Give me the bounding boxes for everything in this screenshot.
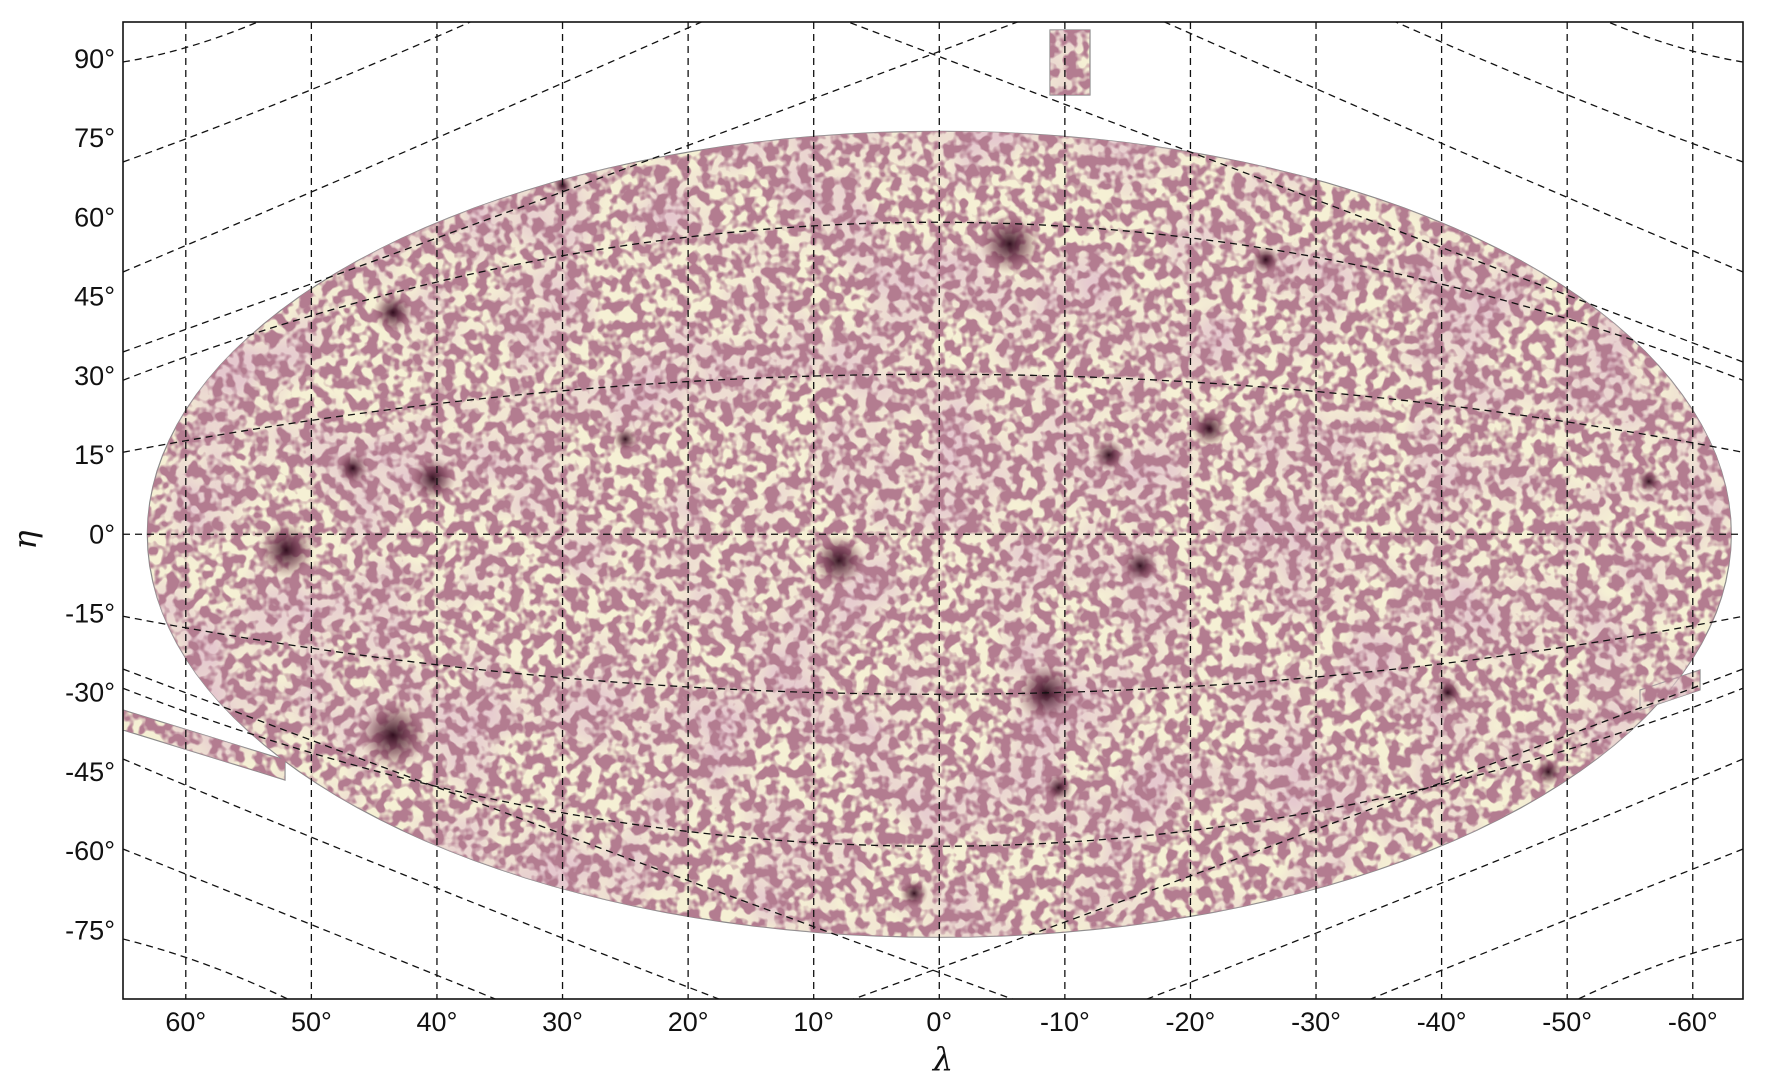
grid-arc [123,22,472,163]
density-cluster [1636,469,1661,494]
grid-arc [123,22,1020,353]
y-tick-label: 30° [74,361,115,391]
grid-arc [846,22,1743,363]
grid-arc [1394,22,1743,163]
grid-parallel [123,221,1743,381]
density-cluster [900,879,929,908]
x-axis-label: λ [931,1040,953,1078]
y-tick-label: -30° [65,678,115,708]
x-tick-label: -10° [1040,1007,1090,1037]
y-tick-label: -45° [65,757,115,787]
grid-arc [123,668,1015,999]
y-tick-label: 45° [74,282,115,312]
x-tick-label: 60° [165,1007,206,1037]
density-cluster [812,534,865,587]
density-cluster [979,213,1040,274]
grid-arc [1368,848,1743,999]
density-cluster [1044,773,1073,802]
density-cluster [1191,410,1228,447]
grid-arc [123,22,704,273]
y-tick-label: 60° [74,202,115,232]
grid-arc [1606,22,1743,63]
plot-frame [122,21,1744,1000]
x-axis-ticks: 60° 50° 40° 30° 20° 10° 0° -10° -20° -30° -40° -50°… [165,1007,1717,1037]
grid-parallel [123,615,1743,695]
y-tick-label: 0° [89,519,115,549]
y-tick-label: -75° [65,915,115,945]
x-tick-label: 30° [542,1007,583,1037]
x-tick-label: 10° [793,1007,834,1037]
density-cluster [373,292,413,333]
density-cluster [1122,547,1159,584]
density-cluster [336,452,369,485]
y-tick-label: 75° [74,123,115,153]
x-tick-label: -60° [1668,1007,1718,1037]
y-axis-ticks: 90° 75° 60° 45° 30° 15° 0° -15° -30° -45° -60° -75° [65,44,115,945]
grid-arc [123,22,260,63]
x-tick-label: 20° [668,1007,709,1037]
grid-parallel [123,373,1743,453]
x-tick-label: 40° [417,1007,458,1037]
x-tick-label: -30° [1291,1007,1341,1037]
grid-arc [1162,22,1743,273]
density-cluster [258,522,315,579]
density-cluster [1092,439,1125,472]
x-tick-label: -20° [1166,1007,1216,1037]
y-tick-label: 15° [74,440,115,470]
y-tick-label: 90° [74,44,115,74]
y-tick-label: -15° [65,598,115,628]
density-cluster [613,427,638,452]
y-axis-label: η [6,530,44,549]
x-tick-label: -50° [1542,1007,1592,1037]
density-cluster [1534,757,1563,786]
grid-arc [1576,938,1743,999]
density-cluster [411,456,456,501]
coordinate-grid [123,22,1743,999]
y-tick-label: -60° [65,836,115,866]
x-tick-label: -40° [1417,1007,1467,1037]
density-cluster [1433,678,1462,707]
grid-arc [851,668,1743,999]
x-tick-label: 50° [291,1007,332,1037]
grid-parallel [123,687,1743,847]
density-cluster [359,700,427,769]
density-cluster [1251,245,1280,274]
x-tick-label: 0° [926,1007,952,1037]
grid-arc [123,848,498,999]
grid-arc [123,938,290,999]
